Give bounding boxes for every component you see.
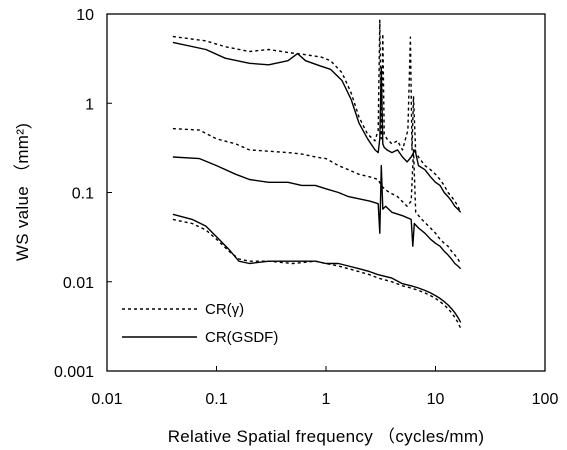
x-axis-title: Relative Spatial frequency （cycles/mm) — [168, 427, 485, 446]
y-tick-label: 0.001 — [54, 364, 94, 381]
series-line-upper-gsdf — [172, 41, 462, 213]
y-tick-label: 0.1 — [72, 186, 94, 203]
y-axis-title: WS value （mm²) — [13, 123, 32, 261]
legend-label-gamma: CR(γ) — [205, 301, 244, 318]
x-tick-label: 100 — [532, 391, 559, 408]
series-line-lower-gsdf — [172, 213, 462, 323]
x-tick-label: 10 — [427, 391, 445, 408]
y-tick-label: 1 — [85, 96, 94, 113]
legend-label-gsdf: CR(GSDF) — [205, 329, 278, 346]
series-line-middle-gsdf — [172, 156, 462, 270]
x-tick-label: 0.1 — [205, 391, 227, 408]
axis-ticks: 0.01 0.1 1 10 100 0.001 0.01 0.1 1 10 — [54, 7, 558, 408]
series-line-middle-gamma — [172, 127, 462, 264]
series-line-lower-gamma — [172, 218, 462, 329]
series-line-upper-gamma — [172, 19, 462, 213]
y-tick-label: 10 — [76, 7, 94, 24]
y-tick-label: 0.01 — [63, 275, 94, 292]
series-layer — [172, 19, 462, 329]
x-tick-label: 1 — [322, 391, 331, 408]
legend: CR(γ) CR(GSDF) — [122, 301, 278, 346]
x-tick-label: 0.01 — [91, 391, 122, 408]
